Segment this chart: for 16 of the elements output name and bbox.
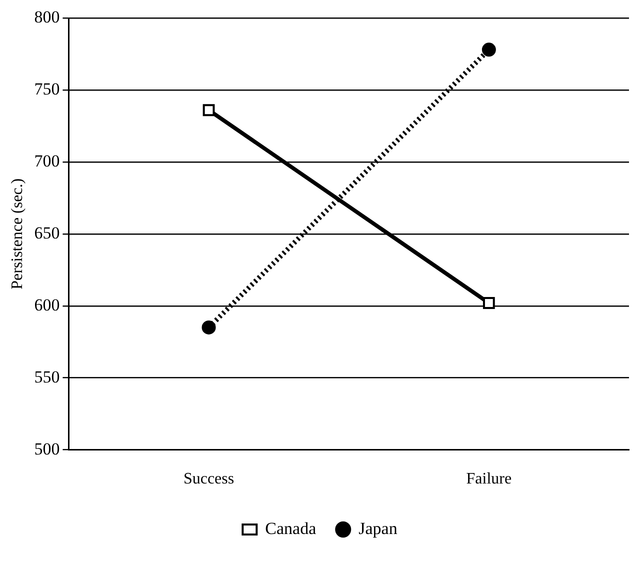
y-axis-title: Persistence (sec.): [8, 178, 26, 290]
y-tick-label: 500: [34, 439, 60, 458]
y-tick-label: 600: [34, 295, 60, 314]
y-tick-label: 650: [34, 223, 60, 242]
point: [482, 297, 495, 309]
y-tick-label: 750: [34, 79, 60, 98]
point: [482, 42, 496, 57]
y-tick-label: 700: [34, 151, 60, 170]
x-tick-label: Failure: [466, 470, 512, 488]
y-tick-label: 550: [34, 367, 60, 386]
point: [202, 320, 216, 334]
legend-label: Japan: [358, 518, 398, 538]
legend-label: Canada: [265, 518, 317, 538]
y-tick-label: 800: [34, 7, 60, 26]
x-tick-label: Success: [183, 470, 234, 488]
point: [202, 104, 215, 116]
